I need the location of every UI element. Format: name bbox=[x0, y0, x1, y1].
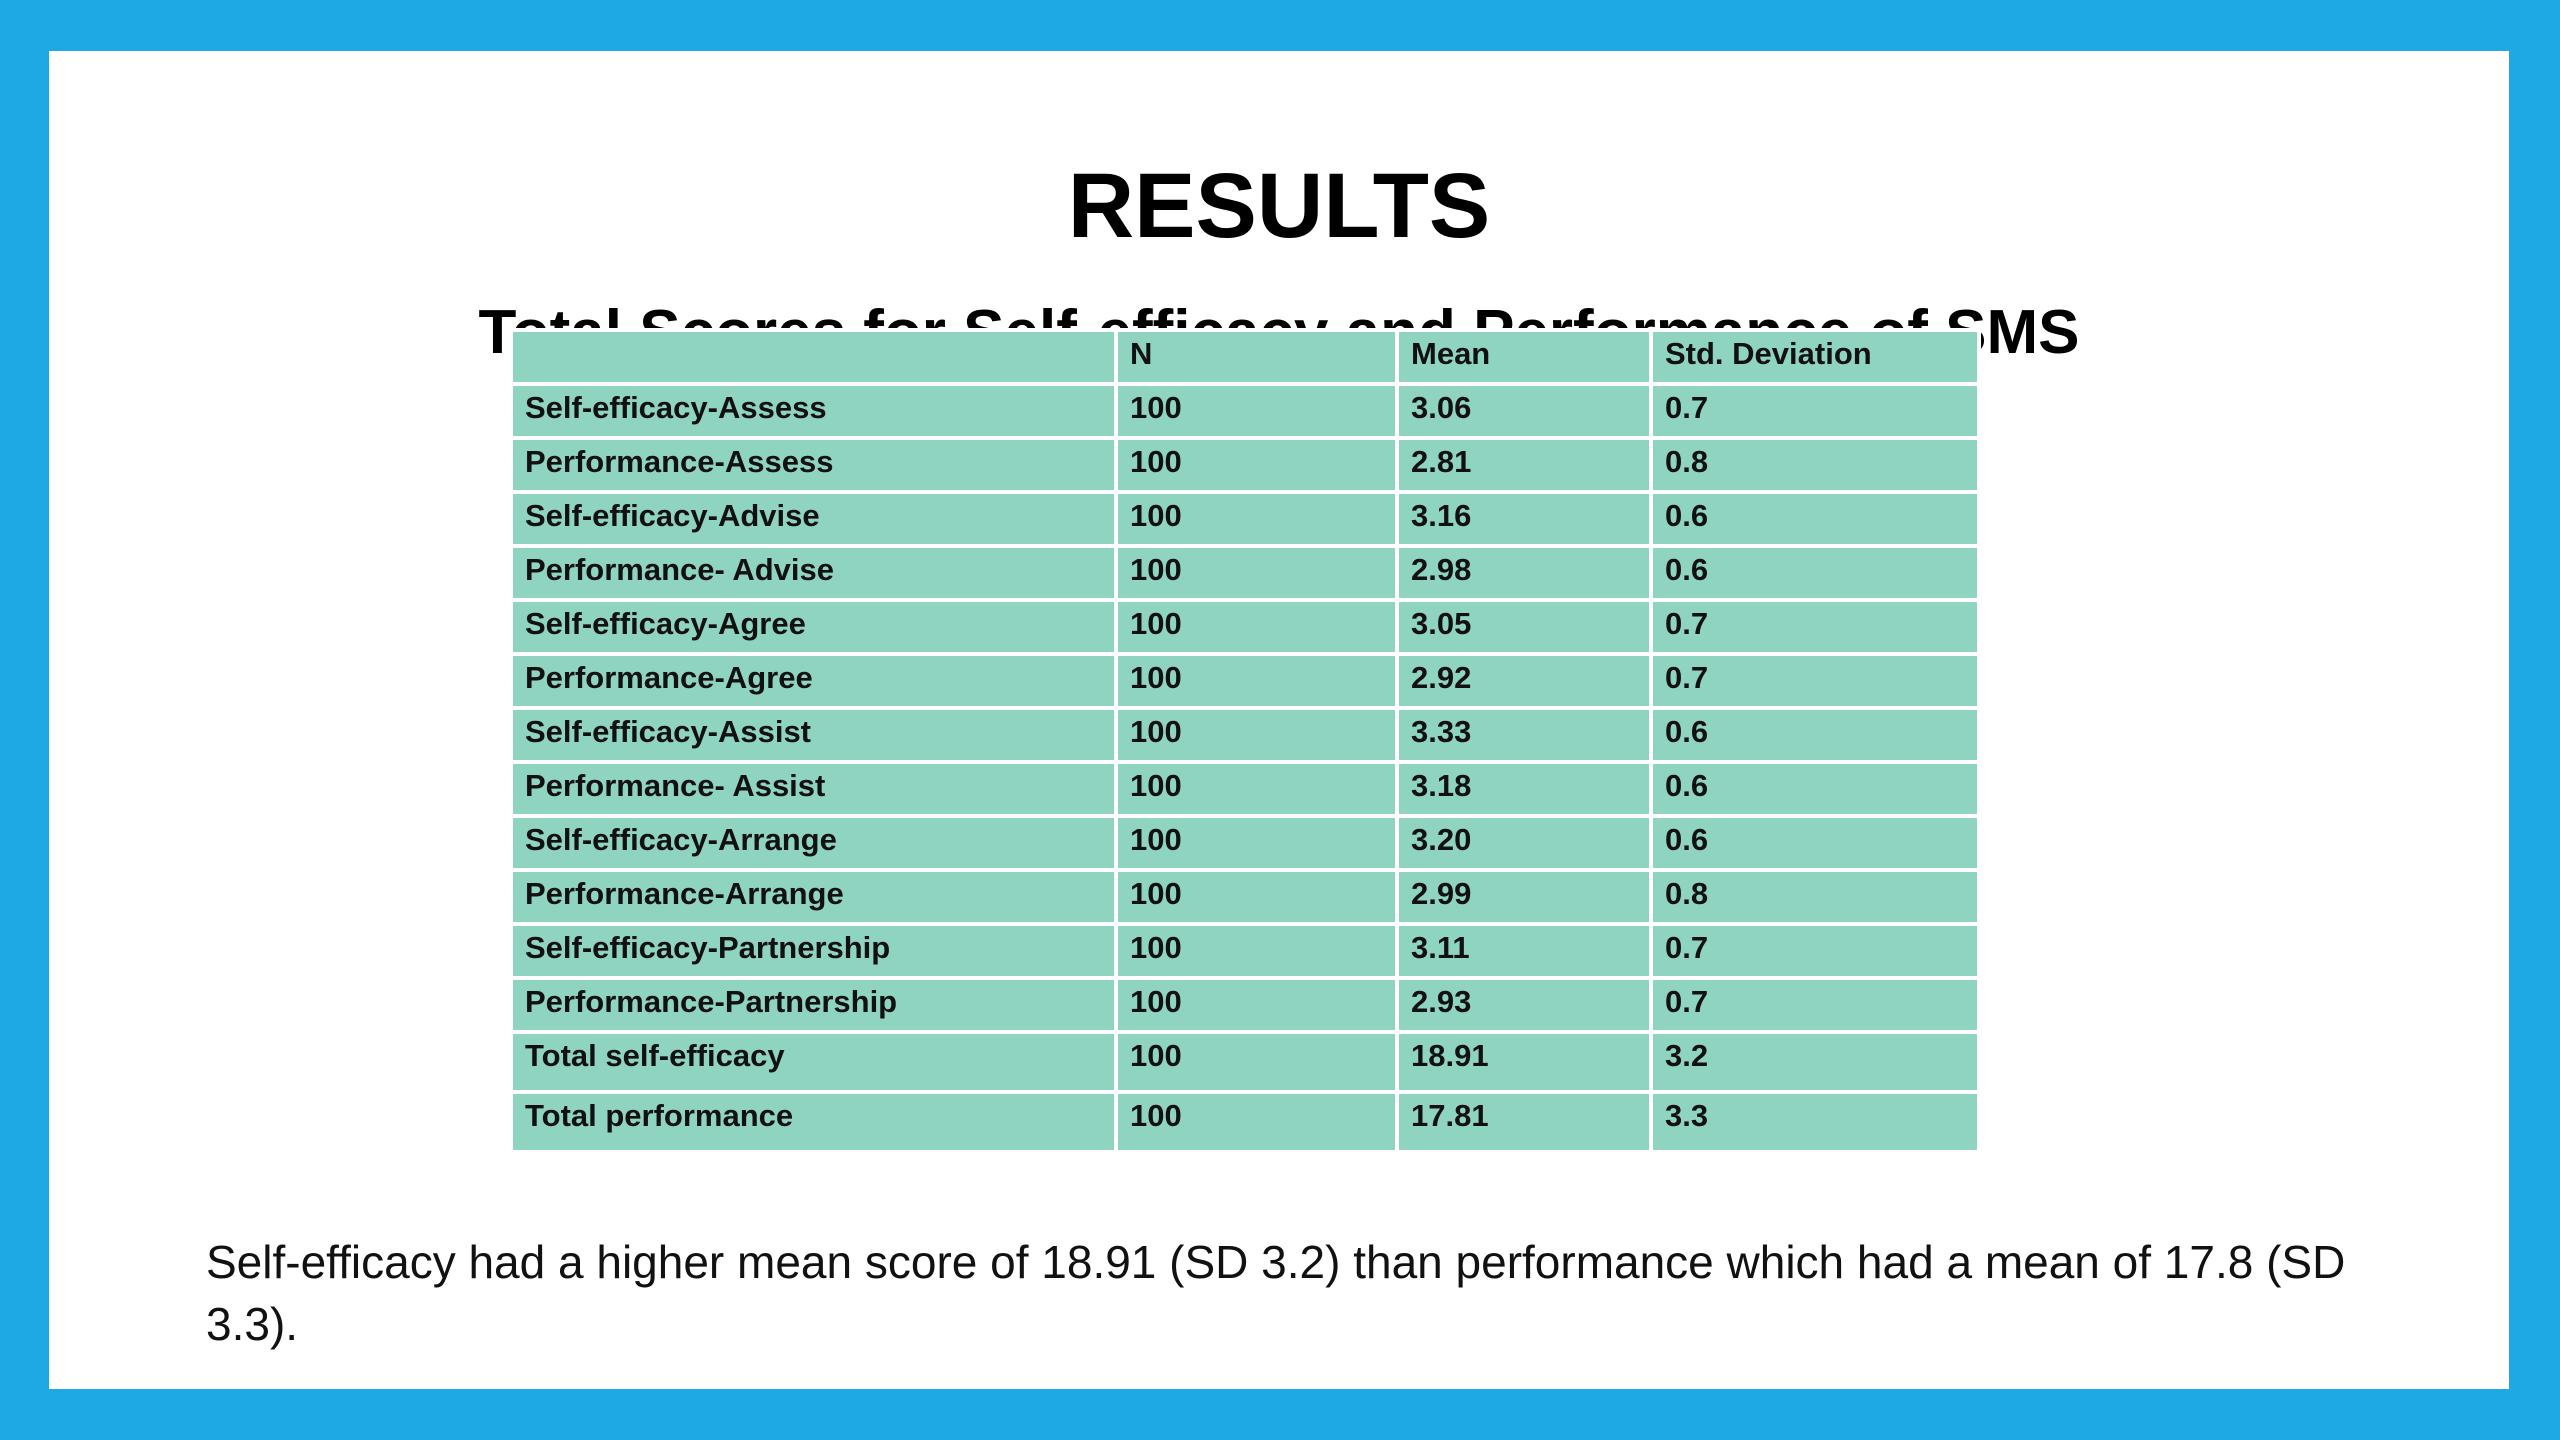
row-std-deviation: 0.6 bbox=[1649, 706, 1981, 764]
row-n: 100 bbox=[1114, 544, 1399, 602]
row-mean: 3.16 bbox=[1395, 490, 1653, 548]
row-label: Self-efficacy-Assist bbox=[509, 706, 1118, 764]
row-mean: 3.33 bbox=[1395, 706, 1653, 764]
row-mean: 3.20 bbox=[1395, 814, 1653, 872]
row-std-deviation: 0.6 bbox=[1649, 490, 1981, 548]
table-row: Performance- Advise 100 2.98 0.6 bbox=[509, 544, 1981, 602]
slide-title: RESULTS bbox=[1067, 155, 1491, 257]
table-row: Performance- Assist 100 3.18 0.6 bbox=[509, 760, 1981, 818]
table-row: Total self-efficacy 100 18.91 3.2 bbox=[509, 1030, 1981, 1094]
header-cell-label bbox=[509, 328, 1118, 386]
row-std-deviation: 0.6 bbox=[1649, 760, 1981, 818]
row-mean: 3.18 bbox=[1395, 760, 1653, 818]
row-label: Performance- Assist bbox=[509, 760, 1118, 818]
row-label: Self-efficacy-Partnership bbox=[509, 922, 1118, 980]
row-label: Total self-efficacy bbox=[509, 1030, 1118, 1094]
row-std-deviation: 0.8 bbox=[1649, 436, 1981, 494]
row-n: 100 bbox=[1114, 490, 1399, 548]
row-std-deviation: 0.7 bbox=[1649, 652, 1981, 710]
row-mean: 2.98 bbox=[1395, 544, 1653, 602]
row-std-deviation: 0.7 bbox=[1649, 976, 1981, 1034]
row-n: 100 bbox=[1114, 598, 1399, 656]
row-n: 100 bbox=[1114, 760, 1399, 818]
row-n: 100 bbox=[1114, 1090, 1399, 1154]
row-mean: 17.81 bbox=[1395, 1090, 1653, 1154]
row-n: 100 bbox=[1114, 436, 1399, 494]
row-label: Performance- Advise bbox=[509, 544, 1118, 602]
row-std-deviation: 0.8 bbox=[1649, 868, 1981, 926]
row-std-deviation: 0.7 bbox=[1649, 922, 1981, 980]
row-label: Self-efficacy-Advise bbox=[509, 490, 1118, 548]
row-label: Self-efficacy-Agree bbox=[509, 598, 1118, 656]
table-header-row: N Mean Std. Deviation bbox=[509, 328, 1981, 386]
row-mean: 3.06 bbox=[1395, 382, 1653, 440]
row-n: 100 bbox=[1114, 868, 1399, 926]
table-row: Self-efficacy-Arrange 100 3.20 0.6 bbox=[509, 814, 1981, 872]
table-row: Self-efficacy-Assist 100 3.33 0.6 bbox=[509, 706, 1981, 764]
row-mean: 2.99 bbox=[1395, 868, 1653, 926]
row-mean: 2.92 bbox=[1395, 652, 1653, 710]
row-mean: 2.93 bbox=[1395, 976, 1653, 1034]
row-std-deviation: 3.3 bbox=[1649, 1090, 1981, 1154]
row-n: 100 bbox=[1114, 1030, 1399, 1094]
header-cell-std-deviation: Std. Deviation bbox=[1649, 328, 1981, 386]
table-row: Self-efficacy-Advise 100 3.16 0.6 bbox=[509, 490, 1981, 548]
table-row: Self-efficacy-Agree 100 3.05 0.7 bbox=[509, 598, 1981, 656]
row-std-deviation: 0.6 bbox=[1649, 544, 1981, 602]
row-label: Total performance bbox=[509, 1090, 1118, 1154]
row-std-deviation: 0.6 bbox=[1649, 814, 1981, 872]
row-label: Self-efficacy-Arrange bbox=[509, 814, 1118, 872]
row-mean: 2.81 bbox=[1395, 436, 1653, 494]
row-label: Performance-Agree bbox=[509, 652, 1118, 710]
row-mean: 3.05 bbox=[1395, 598, 1653, 656]
header-cell-mean: Mean bbox=[1395, 328, 1653, 386]
row-n: 100 bbox=[1114, 706, 1399, 764]
row-std-deviation: 0.7 bbox=[1649, 598, 1981, 656]
table-row: Self-efficacy-Assess 100 3.06 0.7 bbox=[509, 382, 1981, 440]
table-row: Performance-Agree 100 2.92 0.7 bbox=[509, 652, 1981, 710]
row-n: 100 bbox=[1114, 382, 1399, 440]
table-row: Performance-Arrange 100 2.99 0.8 bbox=[509, 868, 1981, 926]
results-table: N Mean Std. Deviation Self-efficacy-Asse… bbox=[509, 328, 1981, 1154]
row-label: Performance-Assess bbox=[509, 436, 1118, 494]
row-label: Self-efficacy-Assess bbox=[509, 382, 1118, 440]
row-std-deviation: 3.2 bbox=[1649, 1030, 1981, 1094]
row-mean: 18.91 bbox=[1395, 1030, 1653, 1094]
row-label: Performance-Partnership bbox=[509, 976, 1118, 1034]
table-row: Performance-Assess 100 2.81 0.8 bbox=[509, 436, 1981, 494]
row-n: 100 bbox=[1114, 652, 1399, 710]
row-n: 100 bbox=[1114, 976, 1399, 1034]
row-n: 100 bbox=[1114, 922, 1399, 980]
header-cell-n: N bbox=[1114, 328, 1399, 386]
row-mean: 3.11 bbox=[1395, 922, 1653, 980]
summary-text: Self-efficacy had a higher mean score of… bbox=[206, 1236, 2346, 1350]
table-row: Self-efficacy-Partnership 100 3.11 0.7 bbox=[509, 922, 1981, 980]
row-n: 100 bbox=[1114, 814, 1399, 872]
row-label: Performance-Arrange bbox=[509, 868, 1118, 926]
table-row: Performance-Partnership 100 2.93 0.7 bbox=[509, 976, 1981, 1034]
row-std-deviation: 0.7 bbox=[1649, 382, 1981, 440]
table-row: Total performance 100 17.81 3.3 bbox=[509, 1090, 1981, 1154]
slide: RESULTS Total Scores for Self-efficacy a… bbox=[49, 51, 2509, 1389]
